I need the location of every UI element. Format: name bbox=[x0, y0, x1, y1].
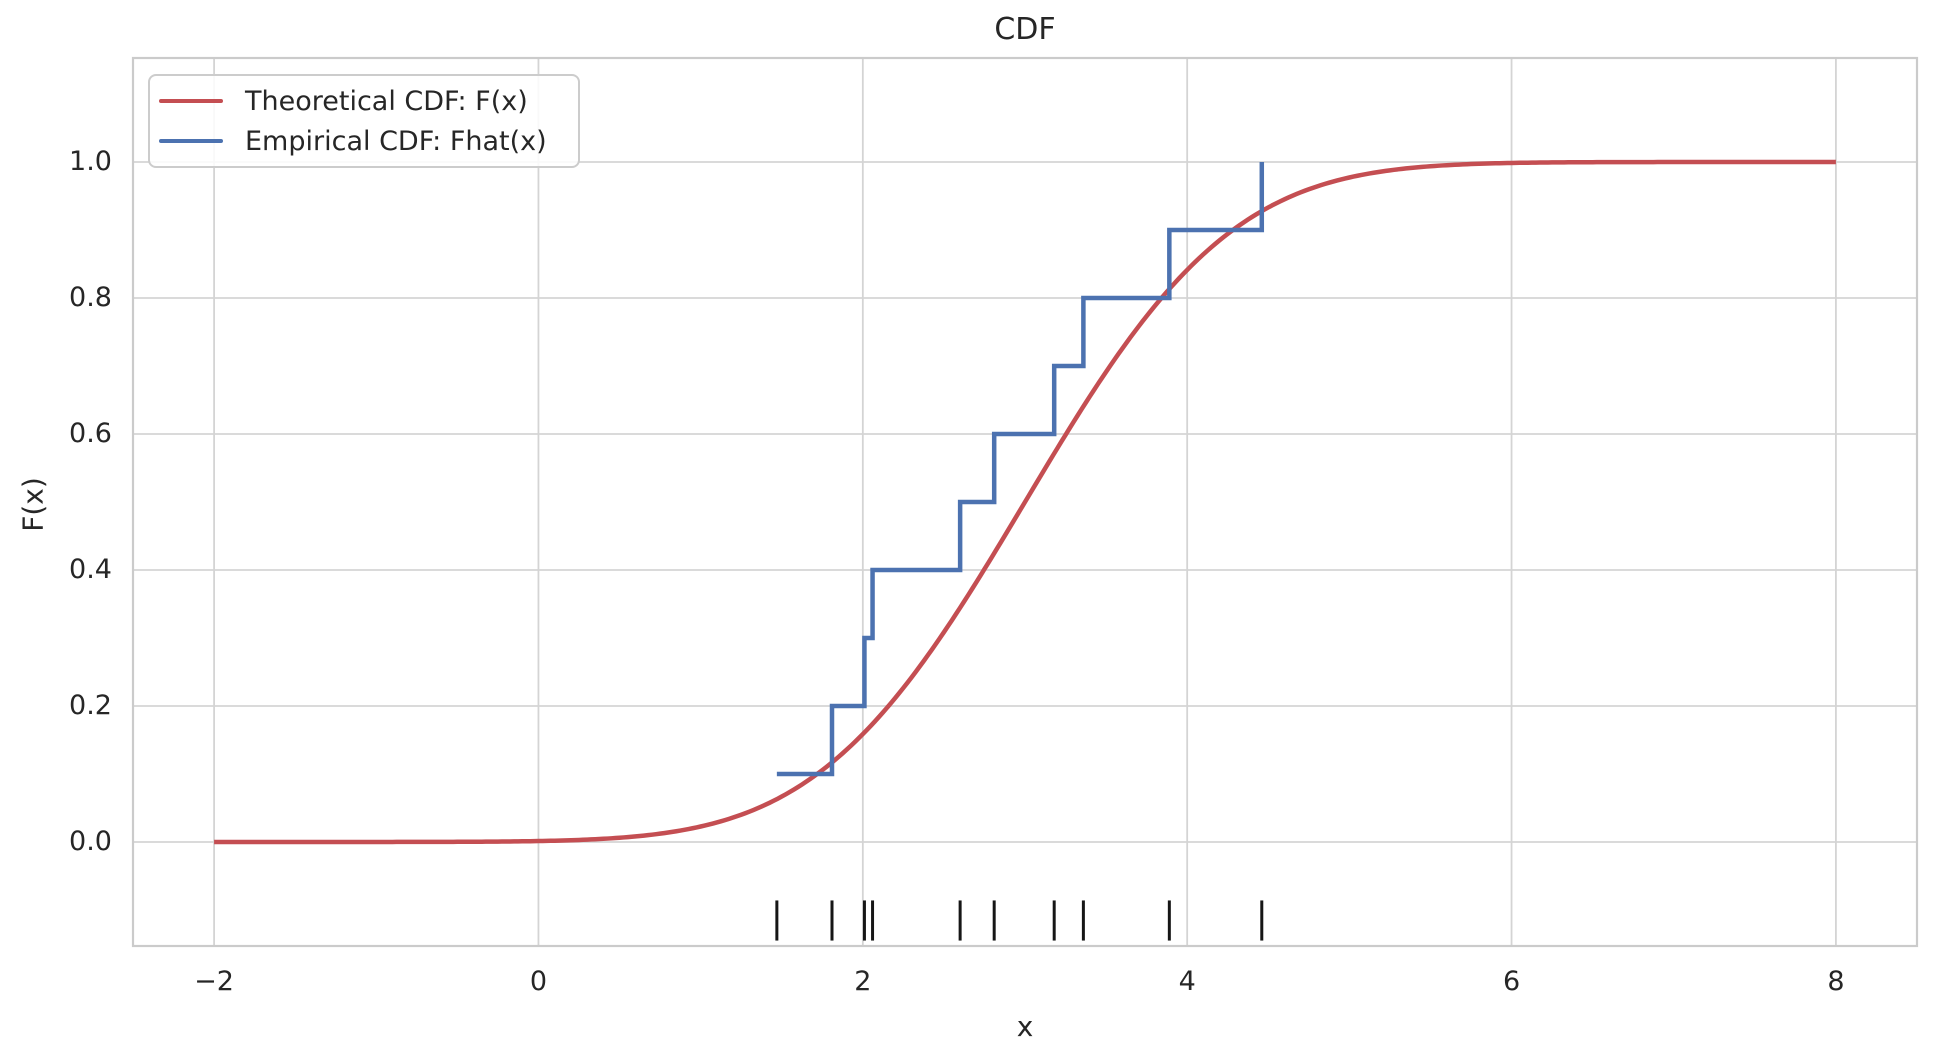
x-axis-label: x bbox=[1016, 1010, 1034, 1043]
series-lines bbox=[214, 159, 1836, 845]
y-tick-label: 0.0 bbox=[69, 825, 112, 857]
x-tick-label: 6 bbox=[1502, 966, 1521, 997]
x-tick-label: 8 bbox=[1827, 966, 1845, 997]
axes-spines bbox=[131, 56, 1919, 948]
legend-line-red-swatch bbox=[159, 98, 223, 104]
legend-item-empirical-cdf: Empirical CDF: Fhat(x) bbox=[159, 121, 568, 161]
y-tick-label: 0.4 bbox=[69, 553, 112, 585]
y-tick-label: 0.6 bbox=[69, 418, 112, 449]
y-axis-label: F(x) bbox=[16, 477, 50, 532]
legend-item-theoretical-cdf: Theoretical CDF: F(x) bbox=[159, 81, 568, 121]
chart-title: CDF bbox=[994, 12, 1056, 47]
empirical-cdf-line bbox=[776, 162, 1265, 777]
y-tick-label: 0.8 bbox=[69, 282, 112, 314]
legend: Theoretical CDF: F(x) Empirical CDF: Fha… bbox=[148, 74, 580, 168]
x-tick-label: 2 bbox=[854, 966, 872, 997]
theoretical-cdf-line bbox=[214, 159, 1836, 845]
x-tick-label: 0 bbox=[529, 966, 548, 997]
legend-line-blue-swatch bbox=[159, 138, 223, 144]
y-tick-label: 1.0 bbox=[69, 146, 112, 178]
rug-marks bbox=[775, 900, 1264, 941]
legend-label-theoretical-cdf: Theoretical CDF: F(x) bbox=[245, 85, 528, 117]
legend-label-empirical-cdf: Empirical CDF: Fhat(x) bbox=[245, 125, 547, 157]
y-tick-label: 0.2 bbox=[69, 689, 112, 721]
x-tick-label: −2 bbox=[194, 966, 234, 997]
x-tick-label: 4 bbox=[1178, 966, 1196, 997]
